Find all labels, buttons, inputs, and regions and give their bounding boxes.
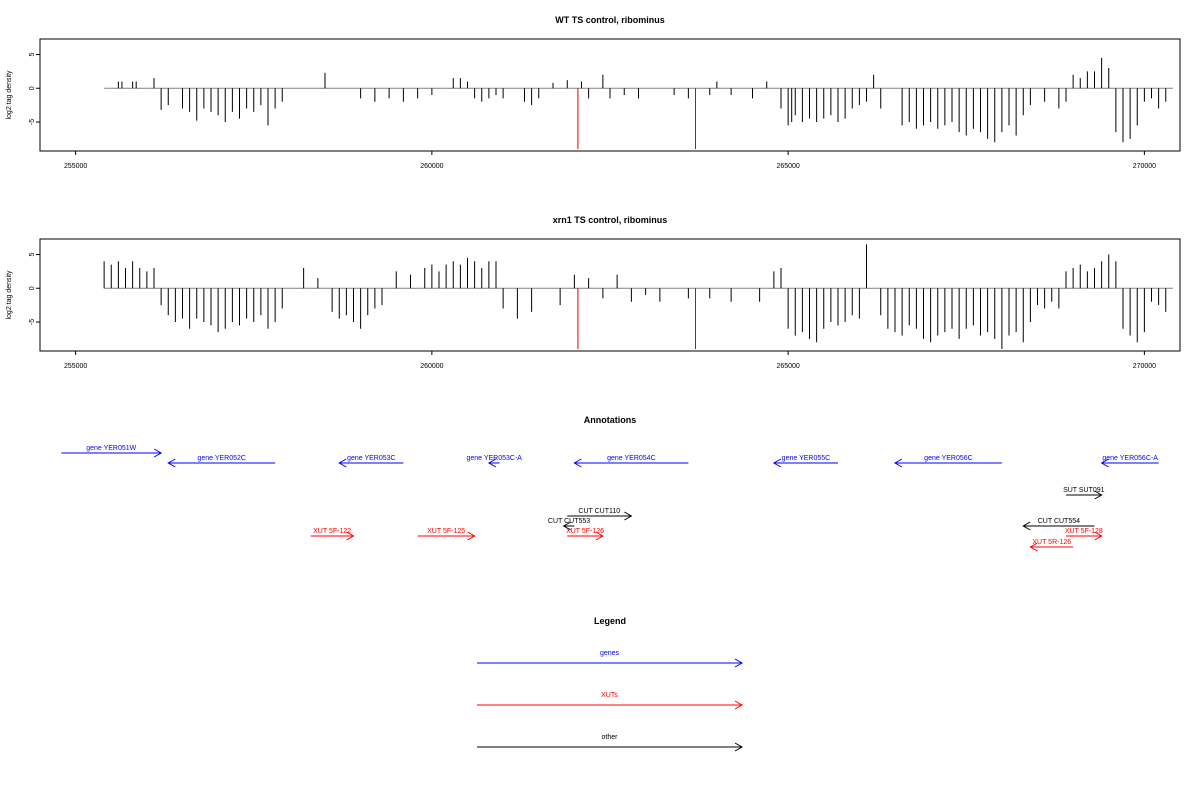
xrn1-plot-frame (39, 238, 1181, 352)
feature-label: CUT CUT110 (578, 508, 620, 515)
feature-label: XUT 5F-126 (566, 528, 604, 535)
wt-y-tick-label: 0 (29, 86, 36, 90)
wt-x-tick-label: 255000 (64, 163, 87, 170)
annotations-panel: Annotations gene YER051W gene YER052C gene… (61, 415, 1159, 552)
wt-x-tick-label: 260000 (420, 163, 443, 170)
feature-arrow-head (595, 531, 604, 541)
feature-arrow-head (467, 531, 476, 541)
feature-arrow-head (346, 531, 355, 541)
wt-plot-frame (39, 38, 1181, 152)
wt-density-panel: WT TS control, ribominus log2 tag densit… (6, 15, 1181, 170)
feature-arrow-head (1022, 521, 1031, 531)
feature-arrow-head (624, 511, 633, 521)
feature-arrow-head (573, 458, 582, 468)
legend-entry-label: genes (600, 650, 620, 657)
feature-label: XUT 5F-122 (313, 528, 351, 535)
feature-label: gene YER053C (347, 455, 396, 462)
feature-label: gene YER053C-A (466, 455, 522, 462)
feature-label: XUT 5F-128 (1065, 528, 1103, 535)
legend-entry-label: other (602, 734, 619, 741)
wt-x-tick-label: 265000 (776, 163, 799, 170)
wt-y-axis-label: log2 tag density (6, 70, 13, 120)
feature-arrow-head (1094, 531, 1103, 541)
wt-y-tick-label: 5 (29, 52, 36, 56)
wt-panel-title: WT TS control, ribominus (555, 15, 665, 25)
feature-arrow-head (562, 521, 571, 531)
legend-title: Legend (594, 616, 626, 626)
feature-label: gene YER051W (86, 445, 136, 452)
xrn1-y-tick-label: 5 (29, 252, 36, 256)
feature-arrow-head (1094, 490, 1103, 500)
feature-label: gene YER056C-A (1102, 455, 1158, 462)
annotations-title: Annotations (584, 415, 637, 425)
legend-entry-arrow-head (734, 700, 744, 710)
feature-label: XUT 5F-125 (427, 528, 465, 535)
legend-panel: Legend genes XUTs other (477, 616, 744, 752)
feature-label: XUT 5R-126 (1032, 539, 1071, 546)
xrn1-panel-title: xrn1 TS control, ribominus (553, 215, 668, 225)
feature-arrow-head (893, 458, 903, 468)
feature-arrow-head (772, 458, 782, 468)
xrn1-y-axis-label: log2 tag density (6, 270, 13, 320)
feature-label: SUT SUT091 (1063, 487, 1105, 494)
xrn1-x-tick-label: 260000 (420, 363, 443, 370)
feature-arrow-head (1100, 458, 1109, 468)
feature-arrow-head (167, 458, 176, 468)
feature-arrow-head (153, 448, 163, 458)
wt-y-tick-label: -5 (29, 119, 36, 125)
feature-label: CUT CUT554 (1038, 518, 1080, 525)
feature-arrow-head (338, 458, 347, 468)
feature-arrow-head (1029, 542, 1038, 552)
feature-label: CUT CUT553 (548, 518, 590, 525)
xrn1-x-tick-label: 270000 (1133, 363, 1156, 370)
feature-label: gene YER056C (924, 455, 973, 462)
xrn1-density-panel: xrn1 TS control, ribominus log2 tag dens… (6, 215, 1181, 370)
xrn1-x-tick-label: 265000 (776, 363, 799, 370)
feature-label: gene YER055C (782, 455, 831, 462)
legend-entry-arrow-head (734, 742, 744, 752)
feature-arrow-head (487, 458, 497, 468)
feature-label: gene YER052C (197, 455, 246, 462)
legend-entry-label: XUTs (601, 692, 618, 699)
legend-entry-arrow-head (734, 658, 744, 668)
wt-x-tick-label: 270000 (1133, 163, 1156, 170)
feature-label: gene YER054C (607, 455, 656, 462)
xrn1-y-tick-label: -5 (29, 319, 36, 325)
xrn1-x-tick-label: 255000 (64, 363, 87, 370)
xrn1-y-tick-label: 0 (29, 286, 36, 290)
